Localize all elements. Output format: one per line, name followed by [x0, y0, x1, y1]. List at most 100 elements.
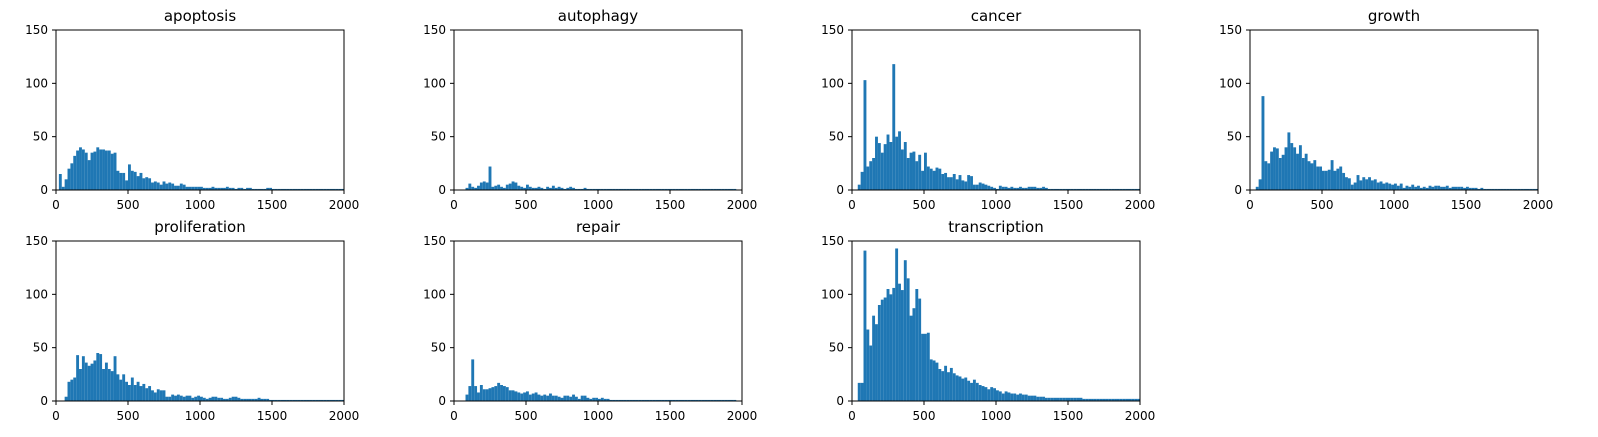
histogram-bar [866, 329, 870, 401]
histogram-bar [1062, 188, 1066, 190]
histogram-bar [1016, 394, 1020, 401]
histogram-bar [721, 399, 725, 401]
histogram-bar [921, 170, 924, 190]
histogram-bar [1535, 188, 1538, 190]
histogram-bar [272, 399, 275, 401]
histogram-bar [200, 396, 203, 401]
histogram-bar [883, 297, 887, 401]
histogram-bar [254, 188, 258, 190]
histogram-bar [1024, 187, 1028, 190]
histogram-bar [880, 299, 884, 401]
histogram-bar [698, 399, 702, 401]
histogram-bar [482, 181, 486, 190]
histogram-bar [955, 179, 959, 190]
histogram-bar [468, 183, 472, 190]
x-tick-label: 500 [913, 409, 936, 423]
histogram-bar [889, 294, 893, 401]
histogram-bar [156, 182, 160, 190]
histogram-bar [148, 386, 152, 401]
histogram-bar [1284, 147, 1288, 190]
histogram-bar [1523, 188, 1527, 190]
histogram-bar [254, 398, 258, 401]
histogram-bar [600, 397, 604, 401]
histogram-bar [1417, 185, 1420, 190]
histogram-bar [981, 386, 985, 401]
histogram-bar [1125, 398, 1129, 401]
histogram-bar [629, 188, 633, 190]
histogram-bar [549, 187, 552, 190]
histogram-bar [1076, 188, 1080, 190]
histogram-bar [1134, 188, 1138, 190]
histogram-bar [1399, 183, 1403, 190]
histogram-bar [214, 187, 218, 190]
histogram-bar [993, 388, 996, 401]
histogram-bar [984, 387, 988, 401]
histogram-bar [491, 387, 495, 401]
histogram-bar [329, 188, 333, 190]
histogram-bar [1477, 188, 1481, 190]
histogram-bar [1059, 188, 1063, 190]
histogram-bar [266, 187, 270, 190]
histogram-bar [84, 362, 88, 401]
histogram-bar [1457, 186, 1461, 190]
histogram-bar [1466, 186, 1469, 190]
y-tick-label: 50 [33, 341, 48, 355]
histogram-bar [1509, 188, 1513, 190]
histogram-bar [1073, 188, 1077, 190]
histogram-bar [505, 387, 509, 401]
y-tick-label: 100 [25, 287, 48, 301]
histogram-bar [174, 185, 177, 190]
histogram-bar [329, 399, 333, 401]
histogram-bar [687, 188, 691, 190]
histogram-bar [248, 398, 252, 401]
histogram-bar [710, 188, 714, 190]
x-tick-label: 2000 [727, 409, 758, 423]
histogram-bar [1088, 188, 1092, 190]
histogram-bar [1394, 183, 1397, 190]
y-tick-label: 50 [829, 341, 844, 355]
histogram-bar [523, 187, 526, 190]
histogram-bar [76, 355, 80, 401]
histogram-bar [727, 399, 731, 401]
histogram-bar [165, 396, 169, 401]
histogram-bar [1301, 158, 1305, 190]
histogram-bar [64, 396, 68, 401]
histogram-bar [520, 186, 524, 190]
histogram-bar [188, 395, 192, 401]
histogram-bar [1486, 188, 1490, 190]
histogram-bar [551, 395, 555, 401]
histogram-bar [649, 188, 653, 190]
histogram-bar [191, 397, 195, 401]
histogram-bar [67, 381, 71, 401]
histogram-bar [96, 147, 100, 190]
histogram-bar [875, 136, 878, 190]
histogram-bar [1122, 188, 1126, 190]
histogram-bar [1333, 170, 1337, 190]
histogram-bar [188, 186, 192, 190]
histogram-bar [194, 396, 198, 401]
histogram-bar [1099, 188, 1103, 190]
histogram-bar [566, 187, 570, 190]
histogram-bar [1039, 187, 1043, 190]
histogram-bar [73, 377, 77, 401]
histogram-bar [537, 394, 541, 401]
histogram-bar [863, 250, 867, 401]
histogram-bar [139, 386, 143, 401]
histogram-bar [505, 184, 509, 190]
histogram-bar [646, 399, 650, 401]
histogram-bar [1137, 188, 1140, 190]
histogram-bar [880, 152, 884, 190]
histogram-bar [618, 188, 622, 190]
histogram-bar [272, 188, 275, 190]
histogram-bar [220, 397, 224, 401]
histogram-bar [107, 150, 111, 190]
histogram-bar [1411, 184, 1415, 190]
histogram-bar [145, 177, 149, 190]
histogram-bar [277, 188, 281, 190]
histogram-bar [1102, 398, 1106, 401]
histogram-bar [263, 188, 267, 190]
x-tick-label: 500 [1311, 198, 1334, 212]
histogram-bar [335, 399, 339, 401]
histogram-bar [90, 363, 94, 401]
histogram-bar [667, 188, 670, 190]
